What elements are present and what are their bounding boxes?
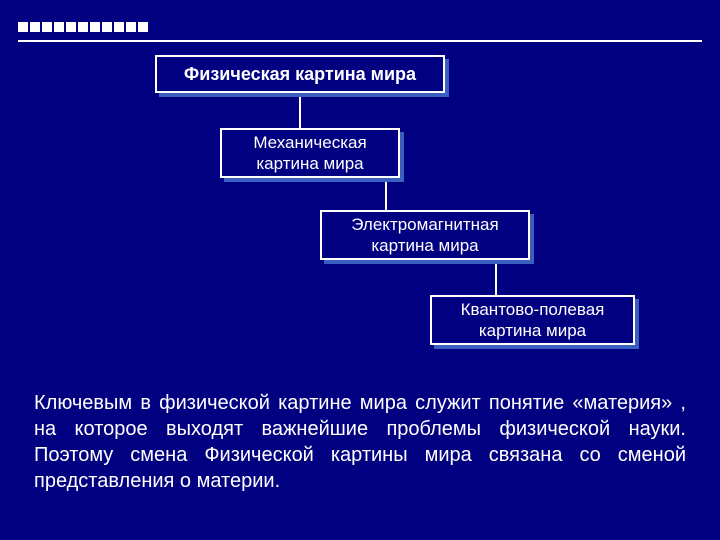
- node-root: Физическая картина мира: [155, 55, 445, 93]
- node-quantum: Квантово-полеваякартина мира: [430, 295, 635, 345]
- node-quantum-label: Квантово-полеваякартина мира: [461, 299, 605, 342]
- node-electromagnetic-label: Электромагнитнаякартина мира: [351, 214, 498, 257]
- node-mechanical-label: Механическаякартина мира: [253, 132, 366, 175]
- top-rule: [18, 40, 702, 42]
- connector-n2-n3-v: [495, 264, 497, 295]
- body-paragraph: Ключевым в физической картине мира служи…: [34, 390, 686, 494]
- node-electromagnetic: Электромагнитнаякартина мира: [320, 210, 530, 260]
- node-mechanical: Механическаякартина мира: [220, 128, 400, 178]
- corner-squares: [18, 22, 148, 32]
- connector-n1-n2-v: [385, 182, 387, 210]
- node-root-label: Физическая картина мира: [184, 64, 416, 85]
- connector-root-n1: [299, 97, 301, 128]
